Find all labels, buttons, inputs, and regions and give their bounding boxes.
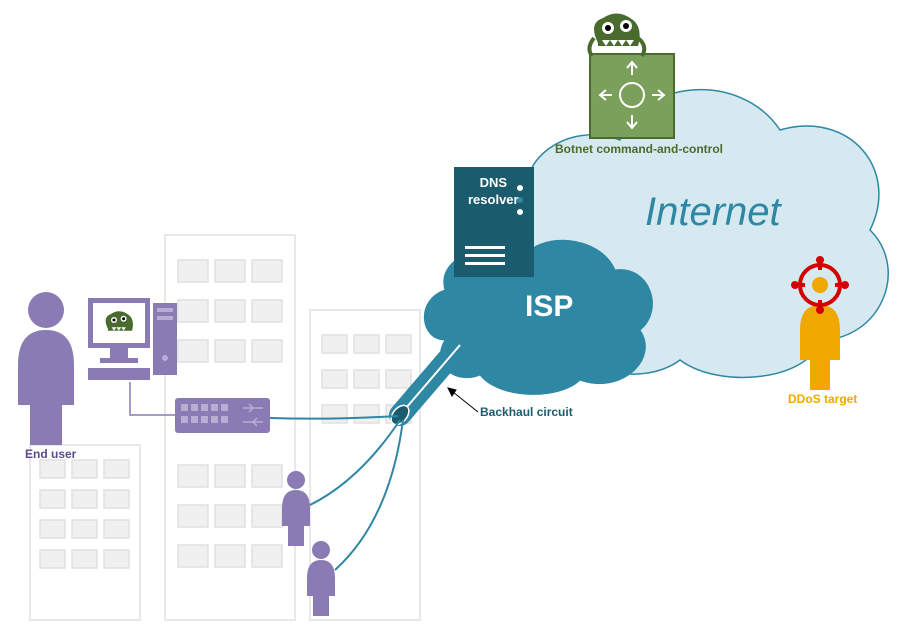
backhaul-arrow (0, 0, 897, 641)
backhaul-label: Backhaul circuit (480, 405, 573, 419)
